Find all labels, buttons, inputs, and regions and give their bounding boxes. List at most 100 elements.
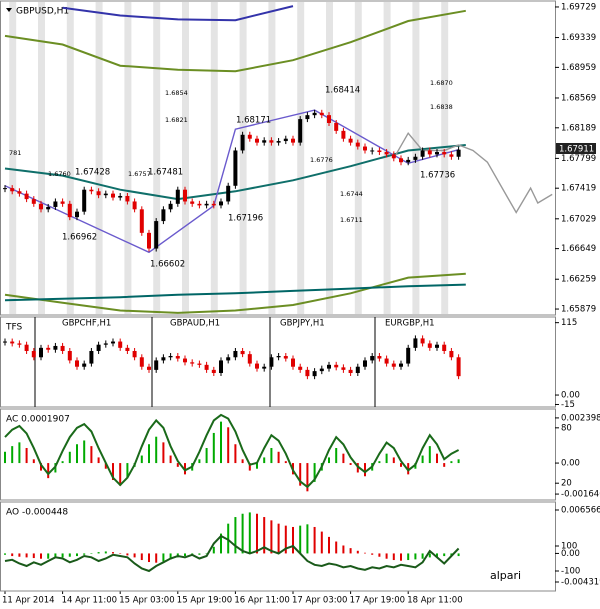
candle xyxy=(219,360,223,374)
annotation: 1.67196 xyxy=(228,214,263,224)
histogram-bar xyxy=(284,525,287,554)
histogram-bar xyxy=(140,455,143,464)
histogram-bar xyxy=(90,446,93,464)
candle xyxy=(413,156,418,160)
candle xyxy=(175,189,180,204)
candle xyxy=(355,366,360,374)
histogram-bar xyxy=(457,553,460,557)
session-stripe xyxy=(297,2,305,314)
histogram-bar xyxy=(83,440,86,464)
histogram-bar xyxy=(364,552,366,554)
y-tick-label: 100 xyxy=(561,542,577,552)
histogram-bar xyxy=(40,553,42,559)
histogram-bar xyxy=(328,457,330,464)
candle xyxy=(255,138,259,143)
histogram-bar xyxy=(176,463,179,467)
candle xyxy=(96,191,101,196)
candle xyxy=(3,341,7,343)
candle xyxy=(125,195,130,202)
histogram-bar xyxy=(436,553,438,557)
candle xyxy=(204,203,209,206)
last-price: 1.67911 xyxy=(559,145,594,155)
candle xyxy=(139,357,144,367)
candle xyxy=(427,343,432,348)
candle xyxy=(147,232,151,249)
y-tick-label: -15 xyxy=(561,400,575,410)
session-stripe xyxy=(441,2,449,314)
candle xyxy=(53,345,58,350)
candle xyxy=(197,203,202,206)
candle xyxy=(190,362,195,364)
candle xyxy=(291,358,295,367)
candle xyxy=(449,154,454,157)
histogram-bar xyxy=(428,446,431,464)
y-tick-label: 0.002398 xyxy=(561,413,600,423)
annotation: GBPCHF,H1 xyxy=(62,319,111,329)
panel-title: AC 0.0001907 xyxy=(6,415,70,425)
candle xyxy=(420,338,425,344)
indicator-line xyxy=(62,5,294,22)
annotation: EURGBP,H1 xyxy=(385,319,435,329)
session-stripe xyxy=(383,2,391,314)
candle xyxy=(233,150,238,186)
candle xyxy=(103,193,108,196)
session-stripe xyxy=(9,2,17,314)
candle xyxy=(125,347,130,351)
candle xyxy=(154,360,159,370)
candle xyxy=(111,193,115,198)
candle xyxy=(355,142,360,147)
candle xyxy=(24,344,29,351)
histogram-bar xyxy=(68,451,71,464)
indicator-line xyxy=(4,272,466,314)
candle xyxy=(406,159,411,163)
histogram-bar xyxy=(443,463,446,467)
candle xyxy=(75,211,79,218)
histogram-bar xyxy=(112,552,114,554)
histogram-bar xyxy=(119,463,122,486)
candle xyxy=(327,364,331,369)
candle xyxy=(427,150,432,155)
indicator-line xyxy=(4,283,466,302)
histogram-bar xyxy=(313,463,316,482)
histogram-bar xyxy=(76,444,78,464)
candle xyxy=(420,150,425,157)
histogram-bar xyxy=(234,517,237,554)
histogram-bar xyxy=(112,463,114,481)
histogram-bar xyxy=(25,553,28,558)
indicator-line xyxy=(393,131,553,214)
y-tick-label: 1.68569 xyxy=(561,93,596,103)
histogram-bar xyxy=(212,546,215,554)
annotation: 1.6744 xyxy=(340,190,363,198)
session-stripe xyxy=(153,2,161,314)
candle xyxy=(219,201,223,206)
candle xyxy=(39,347,43,358)
histogram-bar xyxy=(320,531,323,554)
candle xyxy=(276,356,281,358)
session-stripe xyxy=(66,2,74,314)
histogram-bar xyxy=(277,451,280,464)
histogram-bar xyxy=(32,553,35,559)
candle xyxy=(10,341,15,344)
session-stripe xyxy=(326,2,333,314)
histogram-bar xyxy=(263,457,266,464)
session-stripe xyxy=(182,2,189,314)
candle xyxy=(413,338,418,348)
histogram-bar xyxy=(392,457,395,464)
histogram-bar xyxy=(97,552,100,554)
y-tick-label: -0.001646 xyxy=(561,490,600,500)
y-tick-label: 0.00 xyxy=(561,549,580,559)
histogram-bar xyxy=(40,463,42,471)
candle xyxy=(183,189,187,202)
x-tick-label: 18 Apr 11:00 xyxy=(407,596,462,606)
candle xyxy=(456,149,461,157)
y-tick-label: 1.67799 xyxy=(561,154,596,164)
y-tick-label: -0.004319 xyxy=(561,577,600,587)
candle xyxy=(132,201,137,210)
candle xyxy=(67,350,72,361)
histogram-bar xyxy=(83,553,86,555)
candle xyxy=(168,356,173,358)
annotation: 1.67428 xyxy=(75,168,110,178)
histogram-bar xyxy=(162,553,165,562)
histogram-bar xyxy=(18,553,21,557)
histogram-bar xyxy=(97,457,100,464)
